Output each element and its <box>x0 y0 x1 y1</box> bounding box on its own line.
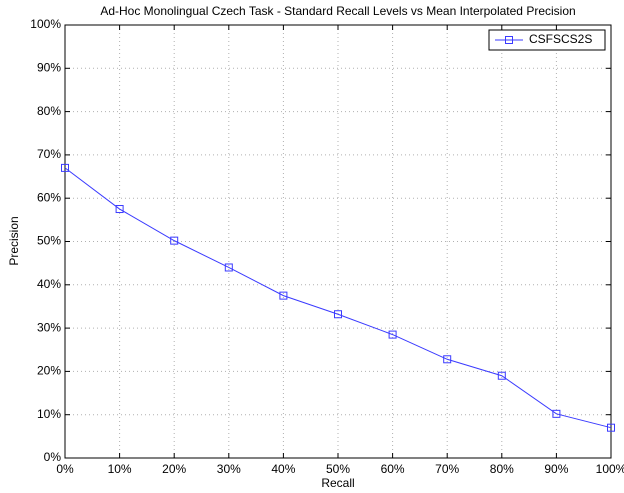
y-tick-label: 40% <box>37 277 61 291</box>
y-tick-label: 60% <box>37 190 61 204</box>
marker <box>552 409 561 418</box>
marker <box>279 291 288 300</box>
marker <box>497 371 506 380</box>
marker <box>334 310 342 319</box>
series-line <box>64 167 612 429</box>
y-tick-label: 70% <box>37 147 61 161</box>
y-tick-label: 50% <box>37 234 61 248</box>
x-tick-label: 70% <box>435 462 459 476</box>
y-tick-label: 30% <box>37 320 61 334</box>
y-axis-label: Precision <box>7 216 21 265</box>
chart-title: Ad-Hoc Monolingual Czech Task - Standard… <box>100 4 575 18</box>
plot-frame <box>64 24 612 459</box>
legend-marker <box>505 36 513 44</box>
y-tick-label: 0% <box>44 450 62 464</box>
x-tick-label: 10% <box>108 462 132 476</box>
marker <box>115 205 124 214</box>
legend-label: CSFSCS2S <box>529 32 592 46</box>
marker <box>61 163 69 172</box>
legend-box <box>488 29 606 51</box>
marker <box>607 423 615 432</box>
x-tick-label: 80% <box>490 462 514 476</box>
marker <box>443 355 452 364</box>
x-tick-label: 50% <box>326 462 350 476</box>
marker <box>170 236 179 245</box>
x-tick-label: 30% <box>217 462 241 476</box>
x-tick-label: 20% <box>162 462 186 476</box>
y-tick-label: 100% <box>30 17 61 31</box>
y-tick-label: 80% <box>37 104 61 118</box>
x-tick-label: 40% <box>271 462 295 476</box>
y-tick-label: 10% <box>37 407 61 421</box>
marker <box>388 330 397 339</box>
x-tick-label: 0% <box>56 462 74 476</box>
x-axis-label: Recall <box>321 476 354 490</box>
x-tick-label: 90% <box>544 462 568 476</box>
marker <box>224 263 233 272</box>
y-tick-label: 90% <box>37 60 61 74</box>
x-tick-label: 60% <box>381 462 405 476</box>
y-tick-label: 20% <box>37 364 61 378</box>
x-tick-label: 100% <box>596 462 624 476</box>
